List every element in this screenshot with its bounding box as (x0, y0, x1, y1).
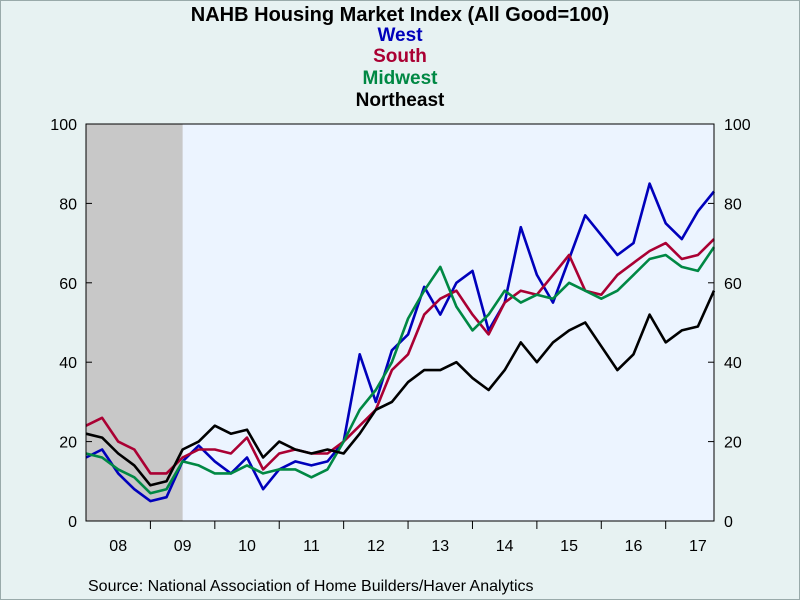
x-tick-label: 17 (689, 538, 707, 555)
x-tick-label: 13 (431, 538, 449, 555)
y-tick-label-left: 0 (68, 514, 77, 531)
y-tick-label-right: 20 (724, 435, 742, 452)
x-tick-label: 12 (367, 538, 385, 555)
y-tick-label-right: 100 (724, 117, 751, 134)
chart-title: NAHB Housing Market Index (All Good=100) (190, 4, 610, 26)
x-tick-label: 08 (109, 538, 127, 555)
plot-border (85, 123, 715, 522)
source-note: Source: National Association of Home Bui… (88, 578, 534, 595)
series-line-midwest (85, 246, 716, 495)
y-tick-label-right: 60 (724, 276, 742, 293)
x-tick-label: 10 (238, 538, 256, 555)
y-tick-label-right: 40 (724, 355, 742, 372)
y-tick-label-left: 100 (50, 117, 77, 134)
x-tick-label: 15 (560, 538, 578, 555)
y-tick-label-right: 80 (724, 196, 742, 213)
legend-west: West (377, 25, 423, 46)
x-tick-label: 11 (303, 538, 320, 555)
y-tick-label-left: 20 (59, 435, 77, 452)
legend-south: South (373, 46, 427, 67)
y-tick-label-left: 60 (59, 276, 77, 293)
x-tick-label: 14 (496, 538, 514, 555)
series-line-northeast (85, 290, 716, 487)
y-tick-label-left: 40 (59, 355, 77, 372)
legend-midwest: Midwest (362, 68, 438, 89)
y-tick-label-right: 0 (724, 514, 733, 531)
y-tick-label-left: 80 (59, 196, 77, 213)
x-tick-label: 16 (625, 538, 643, 555)
legend-northeast: Northeast (355, 90, 445, 111)
series-line-south (85, 238, 715, 475)
x-tick-label: 09 (174, 538, 192, 555)
recession-shading (86, 124, 183, 521)
